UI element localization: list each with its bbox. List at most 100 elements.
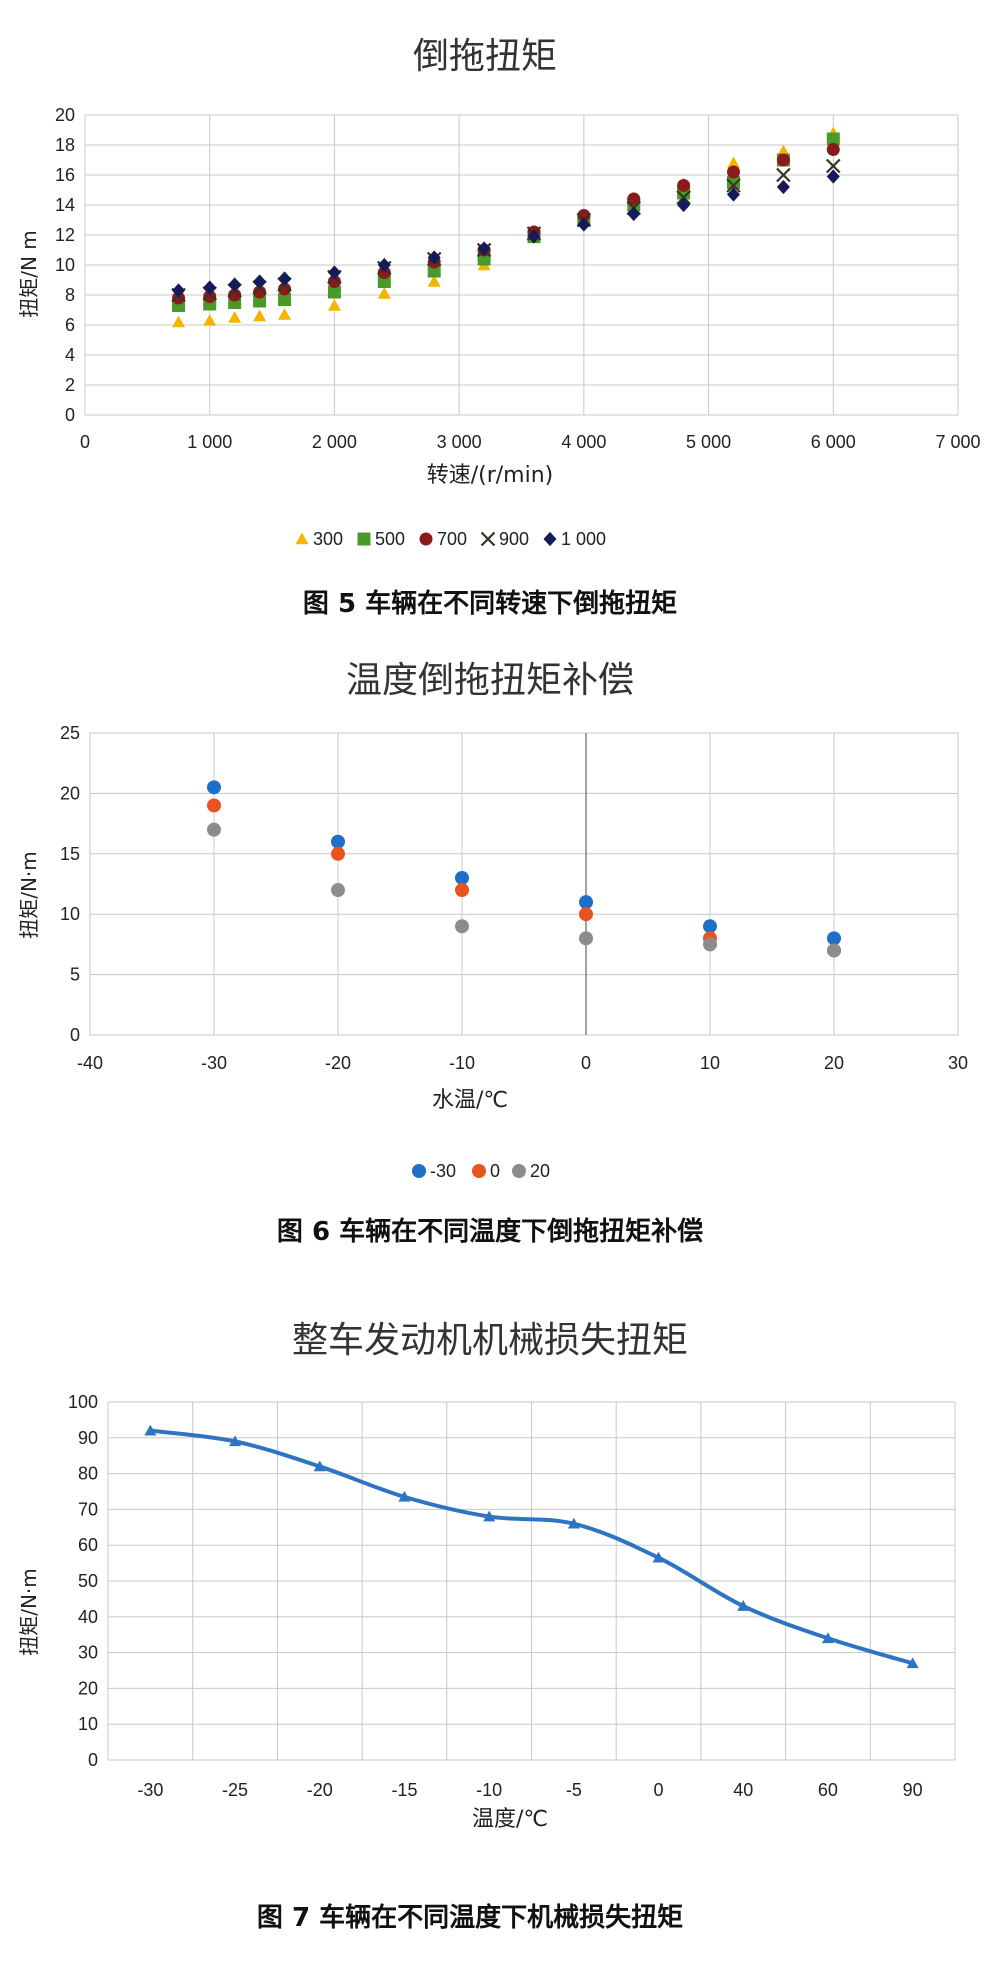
chart2-tick-labels: 0 5 10 15 20 25 -40 -30 -20 -10 0 10 20 30 — [60, 723, 968, 1073]
chart1-title: 倒拖扭矩 — [413, 36, 557, 77]
chart1-ytick-20: 20 — [55, 105, 75, 125]
chart1-ytick-2: 2 — [65, 375, 75, 395]
chart2-point-0-0 — [207, 780, 221, 795]
chart2-xtick-0: -40 — [77, 1053, 103, 1073]
chart2-point-2-3 — [579, 931, 593, 946]
chart1-point-700-14 — [776, 153, 790, 167]
chart1-legend-marker-0 — [295, 532, 309, 545]
chart2-point-1-3 — [579, 907, 593, 922]
chart1-point-700-0 — [172, 291, 186, 305]
chart1-point-1000-15 — [826, 169, 840, 184]
chart2-point-0-2 — [455, 870, 469, 885]
chart1-point-300-14 — [776, 144, 790, 157]
chart1-point-1000-0 — [172, 283, 186, 298]
chart1-xtick-5: 5 000 — [686, 432, 731, 452]
chart2-ytick-0: 0 — [70, 1025, 80, 1045]
chart2-xtick-1: -30 — [201, 1053, 227, 1073]
chart3-xtick-4: -10 — [476, 1780, 502, 1800]
chart1-point-1000-4 — [278, 271, 292, 286]
chart1-legend-marker-3-stroke-b — [480, 531, 496, 547]
chart3-caption: 图 7 车辆在不同温度下机械损失扭矩 — [257, 1902, 683, 1933]
chart3-title: 整车发动机机械损失扭矩 — [292, 1320, 688, 1361]
chart3-point-5 — [567, 1517, 580, 1529]
chart1-point-700-4 — [278, 282, 292, 296]
chart1-legend-marker-1 — [357, 532, 371, 546]
chart3-point-7 — [737, 1600, 750, 1611]
chart1-legend-label-4: 1 000 — [561, 529, 606, 549]
chart1-point-500-5 — [327, 285, 341, 299]
chart1-point-1000-2 — [228, 277, 242, 292]
chart3-x-axis-label: 温度/℃ — [472, 1807, 548, 1832]
chart2-legend-marker-2 — [512, 1164, 526, 1178]
chart2-ytick-5: 5 — [70, 965, 80, 985]
chart1-point-900-13 — [726, 178, 741, 193]
chart1-point-300-6 — [377, 287, 391, 299]
chart2-ytick-10: 10 — [60, 904, 80, 924]
chart2-ytick-15: 15 — [60, 844, 80, 864]
chart2-ytick-25: 25 — [60, 723, 80, 743]
chart2-xtick-7: 30 — [948, 1053, 968, 1073]
chart3-xtick-7: 40 — [733, 1780, 753, 1800]
chart1-point-900-15-stroke-b — [826, 158, 841, 174]
temperature-compensation-chart: 温度倒拖扭矩补偿 0 5 10 15 20 25 -40 -30 -20 -10 0 10 20 30 水… — [17, 660, 968, 1247]
chart1-point-300-4 — [278, 308, 292, 320]
chart2-xtick-6: 20 — [824, 1053, 844, 1073]
chart2-point-1-2 — [455, 883, 469, 898]
chart1-point-900-14-stroke-b — [776, 167, 791, 183]
chart2-point-2-4 — [703, 937, 717, 952]
chart2-point-2-5 — [827, 943, 841, 958]
chart1-y-axis-label: 扭矩/N m — [17, 230, 41, 318]
chart1-legend-label-1: 500 — [375, 529, 405, 549]
chart1-caption: 图 5 车辆在不同转速下倒拖扭矩 — [303, 588, 677, 619]
chart2-xtick-3: -10 — [449, 1053, 475, 1073]
chart2-point-2-1 — [331, 883, 345, 898]
chart3-point-3 — [398, 1490, 411, 1502]
chart2-point-2-0 — [207, 822, 221, 837]
chart1-xtick-6: 6 000 — [811, 432, 856, 452]
chart3-tick-labels: 0 10 20 30 40 50 60 70 80 90 100 -30 -25 -20 -15 -10 -5 0… — [68, 1392, 923, 1800]
chart1-gridlines — [84, 114, 959, 416]
chart1-ytick-10: 10 — [55, 255, 75, 275]
chart2-legend-marker-0 — [412, 1164, 426, 1178]
chart1-point-900-14 — [776, 167, 791, 183]
chart1-point-300-0 — [172, 315, 186, 328]
chart1-xtick-2: 2 000 — [312, 432, 357, 452]
chart1-point-700-3 — [253, 285, 267, 299]
chart1-data-points — [171, 126, 841, 328]
chart1-ytick-16: 16 — [55, 165, 75, 185]
chart1-ytick-6: 6 — [65, 315, 75, 335]
mechanical-loss-torque-chart: 整车发动机机械损失扭矩 0 10 20 30 40 50 60 70 80 90 100 -30 -25… — [17, 1320, 956, 1933]
chart1-point-1000-10 — [577, 217, 591, 232]
chart3-xtick-9: 90 — [903, 1780, 923, 1800]
chart1-point-1000-5 — [327, 265, 341, 280]
chart1-ytick-12: 12 — [55, 225, 75, 245]
chart1-point-700-5 — [327, 275, 341, 288]
chart2-xtick-2: -20 — [325, 1053, 351, 1073]
chart1-point-500-4 — [278, 293, 292, 306]
chart1-point-1000-12 — [677, 197, 691, 213]
chart1-point-300-2 — [228, 311, 242, 323]
chart1-point-700-13 — [727, 165, 741, 179]
chart2-legend-label-2: 20 — [530, 1161, 550, 1181]
chart2-point-2-2 — [455, 919, 469, 934]
chart1-point-1000-9 — [527, 229, 541, 244]
chart2-point-0-3 — [579, 895, 593, 910]
chart2-y-axis-label: 扭矩/N·m — [17, 851, 41, 939]
chart3-ytick-80: 80 — [78, 1464, 98, 1484]
chart1-xtick-1: 1 000 — [187, 432, 232, 452]
chart2-point-1-0 — [207, 798, 221, 813]
chart1-point-300-3 — [253, 309, 267, 322]
torque-vs-speed-chart: 倒拖扭矩 0 2 4 6 8 10 12 14 16 18 20 0 1 000 2 000 3 000 4 … — [17, 36, 981, 619]
chart1-point-700-11 — [627, 192, 641, 206]
chart2-legend-label-0: -30 — [430, 1161, 456, 1181]
chart3-ytick-20: 20 — [78, 1678, 98, 1698]
chart1-ytick-8: 8 — [65, 285, 75, 305]
chart1-legend-label-3: 900 — [499, 529, 529, 549]
chart1-legend-marker-4 — [543, 531, 557, 547]
chart2-xtick-4: 0 — [581, 1053, 591, 1073]
chart1-point-300-13 — [727, 156, 741, 169]
chart2-point-0-5 — [827, 931, 841, 946]
chart1-point-900-12-stroke-b — [676, 190, 691, 205]
chart3-point-2 — [313, 1460, 326, 1472]
